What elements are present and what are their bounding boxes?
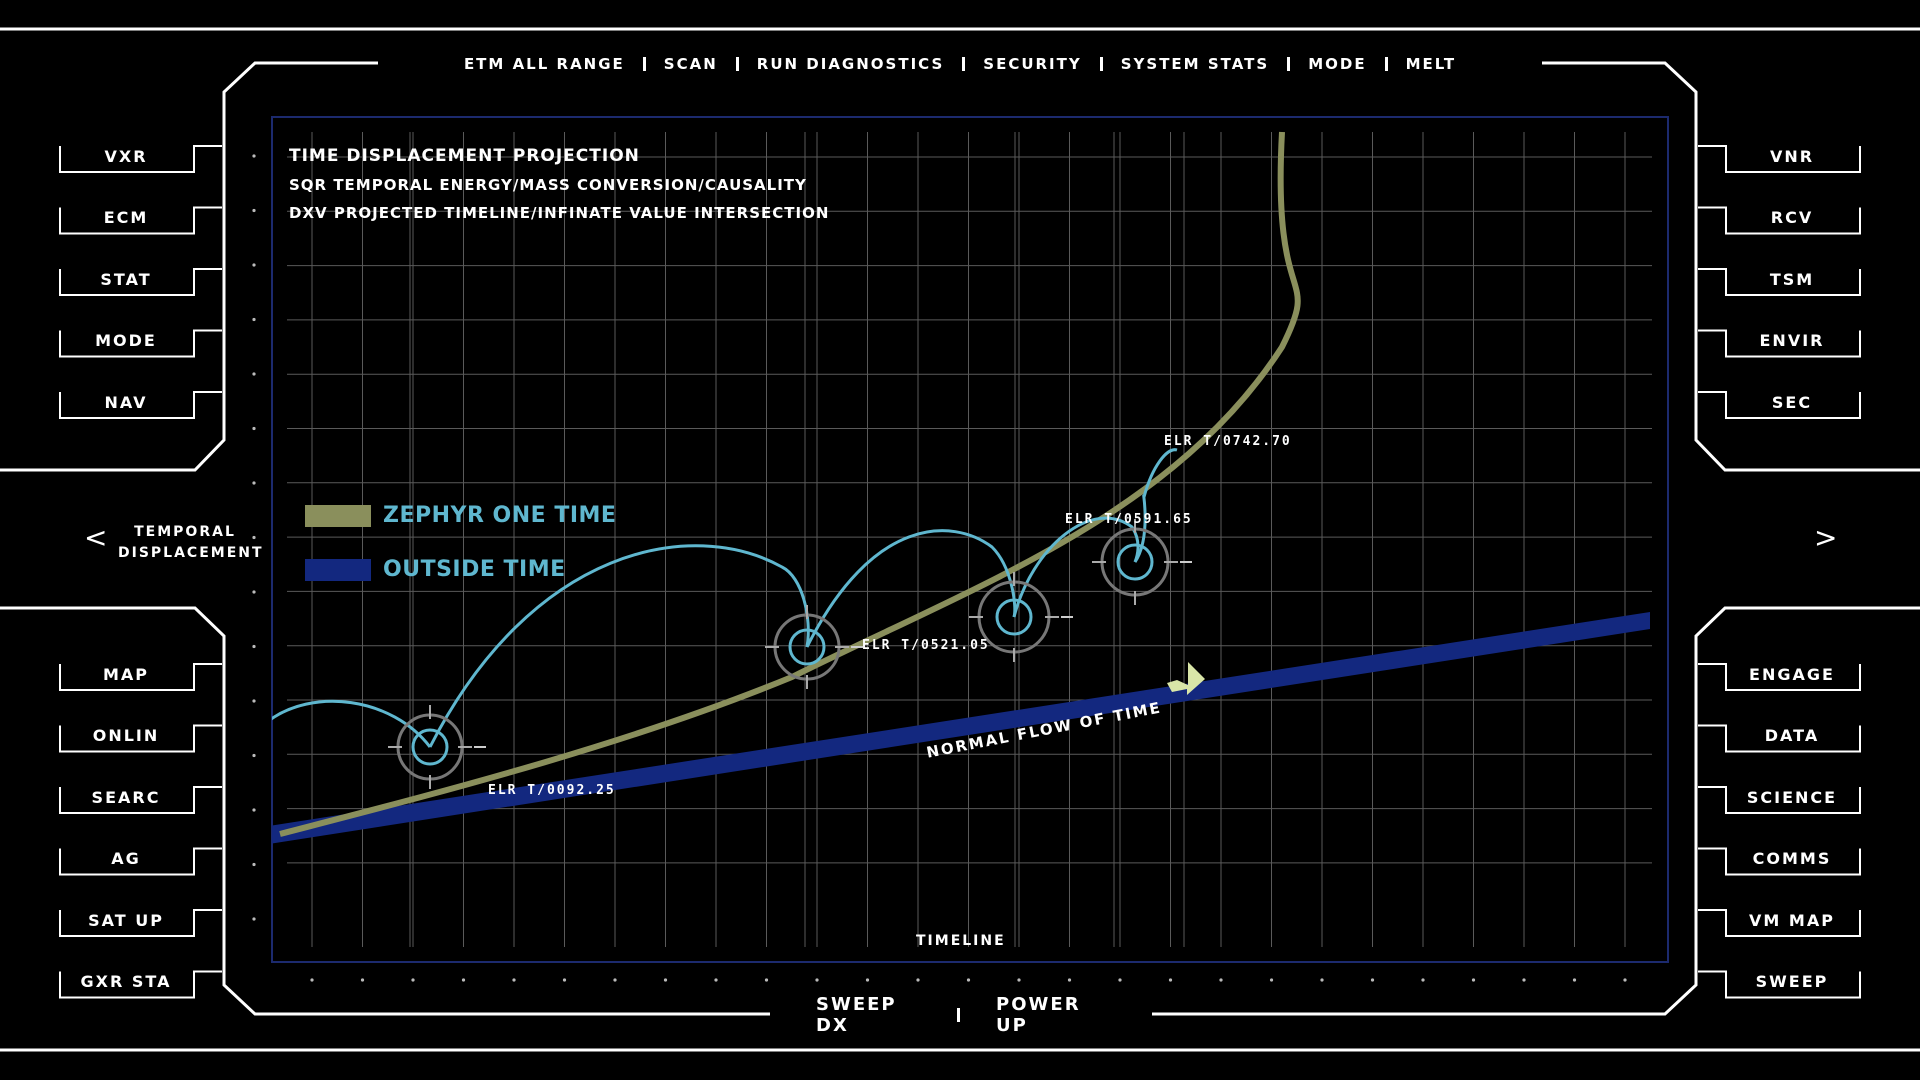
- target-inner-ring-icon: [411, 728, 449, 766]
- temporal-arc: [1133, 448, 1178, 563]
- legend-swatch-outside: [305, 558, 371, 581]
- left-button-sat-up[interactable]: SAT UP: [88, 910, 164, 930]
- top-menu-item-melt[interactable]: MELT: [1405, 55, 1457, 73]
- target-inner-ring-icon: [788, 628, 826, 666]
- temporal-displacement-label: TEMPORAL DISPLACEMENT: [118, 522, 264, 564]
- right-button-data[interactable]: DATA: [1764, 726, 1820, 745]
- next-arrow-icon[interactable]: >: [1814, 521, 1838, 554]
- marker-label-4: ELR T/0742.70: [1164, 434, 1292, 449]
- x-axis-label: TIMELINE: [916, 933, 1006, 949]
- top-menu-item-scan[interactable]: SCAN: [663, 55, 718, 73]
- marker-label-3: ELR T/0591.65: [1065, 512, 1193, 527]
- bottom-menu-item-power-up[interactable]: POWER UP: [996, 994, 1081, 1036]
- temporal-arc: [428, 544, 810, 748]
- zephyr-one-time-curve: [279, 131, 1301, 837]
- chart-subtitle-2: DXV PROJECTED TIMELINE/INFINATE VALUE IN…: [289, 204, 830, 222]
- right-button-sec[interactable]: SEC: [1771, 392, 1813, 412]
- top-menu-item-mode[interactable]: MODE: [1308, 55, 1367, 73]
- temporal-arc: [1012, 516, 1140, 618]
- menu-separator: [962, 57, 966, 71]
- legend-swatch-zephyr: [305, 504, 371, 527]
- side-label-line1: TEMPORAL: [134, 524, 236, 540]
- left-button-ecm[interactable]: ECM: [103, 208, 149, 227]
- side-label-line2: DISPLACEMENT: [118, 545, 264, 561]
- top-menu-item-run-diagnostics[interactable]: RUN DIAGNOSTICS: [756, 55, 945, 73]
- right-button-envir[interactable]: ENVIR: [1759, 331, 1825, 350]
- left-button-onlin[interactable]: ONLIN: [92, 726, 160, 745]
- menu-separator: [1287, 57, 1291, 71]
- left-button-mode[interactable]: MODE: [95, 331, 157, 350]
- left-button-nav[interactable]: NAV: [104, 392, 148, 412]
- top-menu-item-system-stats[interactable]: SYSTEM STATS: [1120, 55, 1270, 73]
- right-button-comms[interactable]: COMMS: [1752, 849, 1832, 868]
- chart-title: TIME DISPLACEMENT PROJECTION: [289, 146, 640, 166]
- legend-item-outside: OUTSIDE TIME: [305, 557, 566, 582]
- bottom-menu: SWEEP DX POWER UP: [780, 994, 1140, 1036]
- left-button-searc[interactable]: SEARC: [91, 787, 161, 807]
- target-inner-ring-icon: [1116, 543, 1154, 581]
- previous-arrow-icon[interactable]: <: [84, 521, 108, 554]
- temporal-arc: [805, 529, 1017, 648]
- right-button-engage[interactable]: ENGAGE: [1749, 664, 1835, 684]
- top-menu-item-security[interactable]: SECURITY: [983, 55, 1082, 73]
- right-button-sweep[interactable]: SWEEP: [1755, 972, 1829, 991]
- left-button-ag[interactable]: AG: [111, 849, 141, 868]
- time-displacement-chart: [272, 131, 1652, 947]
- legend-label-outside: OUTSIDE TIME: [383, 557, 566, 582]
- temporal-arc: [272, 699, 432, 748]
- menu-separator: [735, 57, 739, 71]
- legend-item-zephyr: ZEPHYR ONE TIME: [305, 503, 616, 528]
- marker-label-1: ELR T/0092.25: [488, 783, 616, 798]
- right-button-rcv[interactable]: RCV: [1770, 208, 1814, 227]
- menu-separator: [642, 57, 646, 71]
- left-button-stat[interactable]: STAT: [100, 269, 152, 289]
- outside-time-band: [272, 612, 1650, 844]
- right-button-science[interactable]: SCIENCE: [1746, 787, 1838, 807]
- top-menu-item-etm-all-range[interactable]: ETM ALL RANGE: [463, 55, 625, 73]
- menu-separator: [957, 1008, 961, 1022]
- left-button-vxr[interactable]: VXR: [104, 146, 148, 166]
- menu-separator: [1384, 57, 1388, 71]
- legend-label-zephyr: ZEPHYR ONE TIME: [383, 503, 617, 528]
- flow-arrow-icon: [1167, 662, 1205, 695]
- bottom-menu-item-sweep-dx[interactable]: SWEEP DX: [816, 994, 897, 1036]
- right-button-tsm[interactable]: TSM: [1769, 269, 1815, 289]
- chart-subtitle-1: SQR TEMPORAL ENERGY/MASS CONVERSION/CAUS…: [289, 176, 807, 194]
- right-button-vm-map[interactable]: VM MAP: [1749, 910, 1835, 930]
- target-inner-ring-icon: [995, 598, 1033, 636]
- menu-separator: [1099, 57, 1103, 71]
- left-button-gxr-sta[interactable]: GXR STA: [80, 972, 172, 991]
- left-button-map[interactable]: MAP: [102, 664, 150, 684]
- top-menu: ETM ALL RANGE SCAN RUN DIAGNOSTICS SECURITY…: [378, 50, 1542, 78]
- right-button-vnr[interactable]: VNR: [1769, 146, 1815, 166]
- marker-label-2: ELR T/0521.05: [862, 638, 990, 653]
